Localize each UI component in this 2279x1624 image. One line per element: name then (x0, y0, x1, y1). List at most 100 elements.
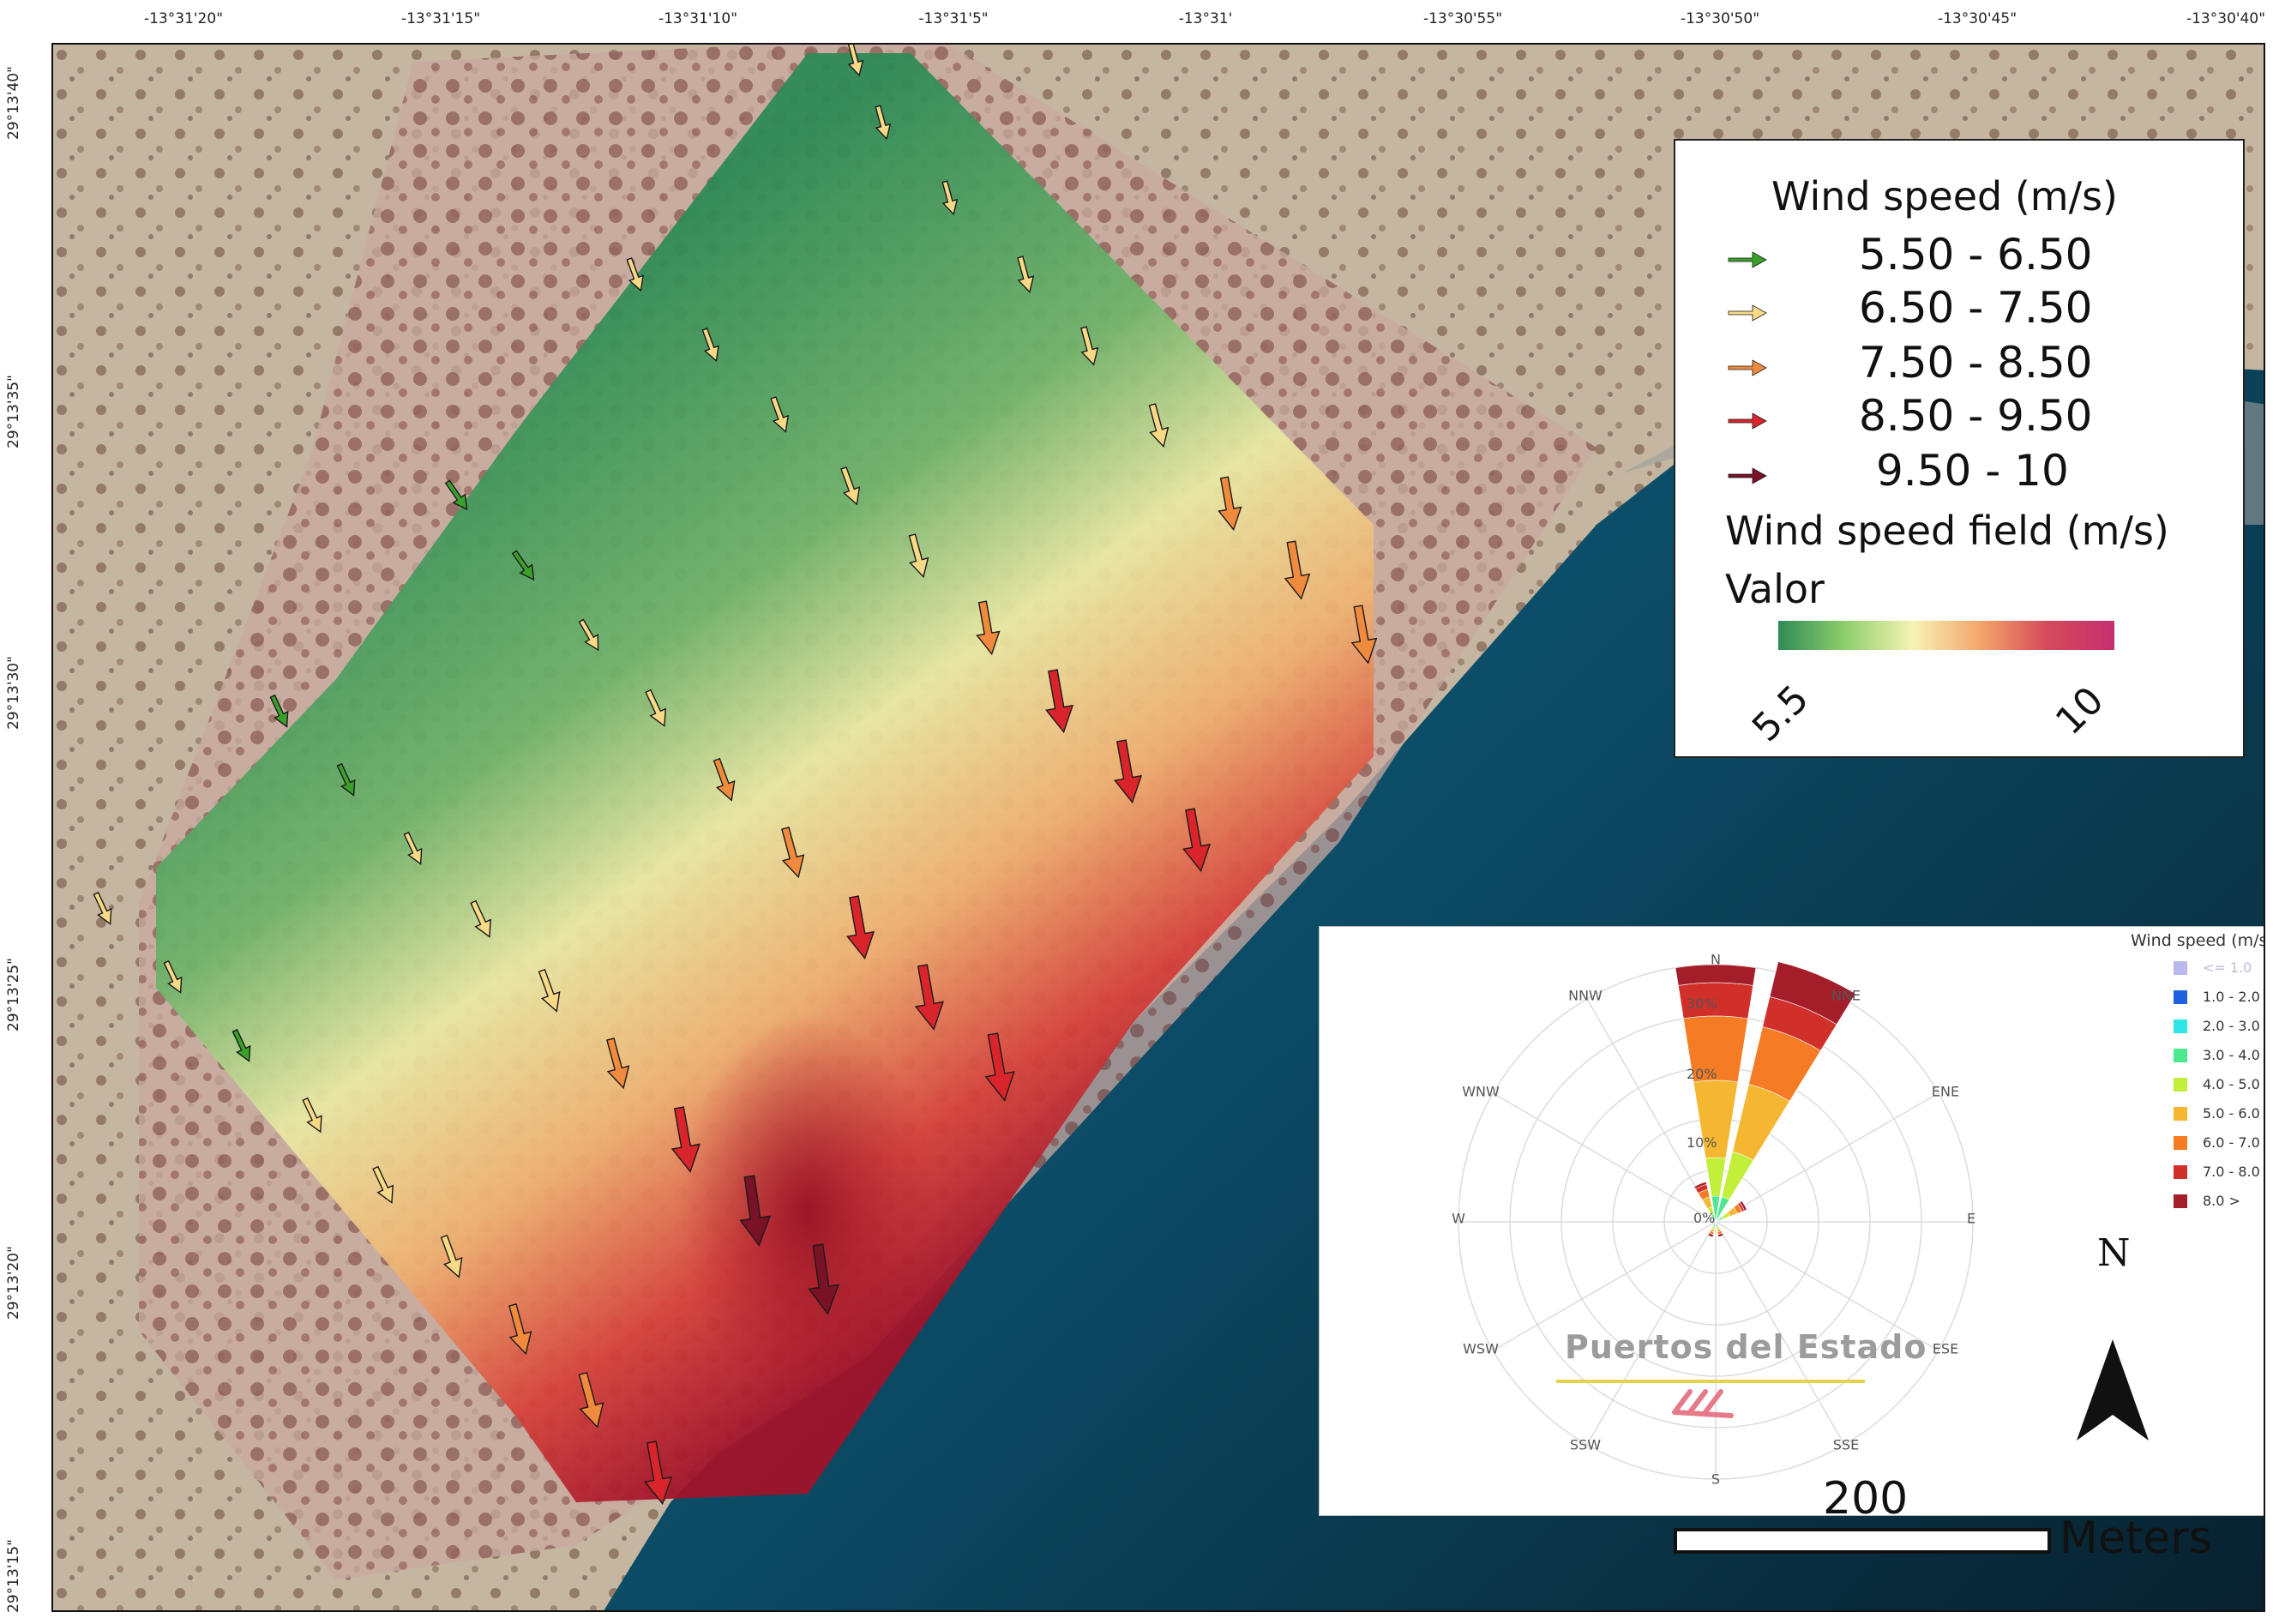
wind-arrow (781, 827, 805, 879)
rose-pct-label: 20% (1687, 1066, 1717, 1082)
wind-arrow (908, 533, 929, 579)
rose-legend-swatch (2174, 990, 2187, 1004)
wind-arrow (739, 1175, 772, 1247)
watermark-line (1556, 1380, 1865, 1383)
wind-arrow (1017, 256, 1035, 293)
ramp-min-label: 5.5 (1743, 677, 1818, 750)
legend-range: 9.50 - 10 (1876, 446, 2069, 496)
rose-dir-label: S (1711, 1471, 1721, 1488)
legend-arrow-red-icon (1728, 412, 1767, 430)
rose-legend-label: 3.0 - 4.0 (2203, 1047, 2260, 1063)
wind-arrow (770, 396, 790, 433)
rose-legend-swatch (2174, 1078, 2187, 1092)
rose-legend-label: 6.0 - 7.0 (2203, 1134, 2260, 1151)
legend-arrow-yellow-icon (1728, 304, 1767, 322)
lon-label: -13°31' (1178, 10, 1233, 27)
rose-dir-label: NNE (1831, 987, 1861, 1004)
scale-unit: Meters (2060, 1513, 2212, 1564)
wind-arrow (976, 600, 1001, 656)
wind-arrow (1114, 739, 1143, 804)
watermark-text: Puertos del Estado (1565, 1328, 1927, 1366)
rose-dir-label: ENE (1931, 1083, 1960, 1100)
wind-arrow (578, 618, 599, 652)
value-label: Valor (1725, 566, 1825, 612)
scale-bar (1674, 1528, 2051, 1554)
legend-range: 5.50 - 6.50 (1859, 230, 2093, 280)
rose-spoke (1492, 1092, 1717, 1223)
color-ramp (1778, 621, 2114, 650)
lon-label: -13°30'50" (1680, 10, 1760, 27)
lon-label: -13°30'40" (2186, 10, 2266, 27)
rose-petal-segment (1769, 961, 1856, 1026)
wind-arrow (511, 550, 535, 581)
map-frame[interactable]: Wind speed (m/s) 5.50 - 6.50 6.50 - 7.50… (51, 43, 2265, 1612)
rose-dir-label: WSW (1463, 1340, 1499, 1357)
lon-label: -13°31'10" (658, 10, 738, 27)
rose-spoke (1715, 1092, 1939, 1223)
north-label: N (2097, 1231, 2131, 1275)
rose-legend-label: 2.0 - 3.0 (2203, 1018, 2260, 1034)
lat-label: 29°13'15" (5, 1539, 22, 1613)
rose-petal-segment (1721, 1151, 1754, 1200)
lon-label: -13°30'55" (1422, 10, 1503, 27)
watermark-logo-icon (1672, 1389, 1734, 1418)
rose-petal-segment (1693, 1181, 1707, 1190)
rose-petal-segment (1707, 1232, 1714, 1238)
lat-label: 29°13'20" (5, 1246, 22, 1320)
max-speed-zone (679, 1013, 936, 1408)
wind-arrow (232, 1028, 251, 1062)
wind-arrow (538, 968, 561, 1013)
lat-label: 29°13'25" (5, 958, 22, 1032)
wind-arrow (470, 899, 491, 938)
lat-label: 29°13'30" (5, 656, 22, 730)
wind-arrow (508, 1303, 532, 1356)
lon-label: -13°30'45" (1937, 10, 2017, 27)
rose-legend-label: 7.0 - 8.0 (2203, 1164, 2260, 1180)
legend-range: 7.50 - 8.50 (1859, 338, 2093, 388)
rose-legend-label: 1.0 - 2.0 (2203, 989, 2260, 1005)
rose-legend-swatch (2174, 1107, 2187, 1121)
wind-arrow (644, 1441, 673, 1506)
wind-arrow (403, 831, 423, 865)
rose-pct-label: 10% (1687, 1134, 1717, 1151)
wind-arrow (1218, 476, 1242, 532)
wind-arrow (840, 466, 861, 506)
rose-pct-label: 0% (1693, 1210, 1716, 1226)
rose-legend-title: Wind speed (m/s) (2131, 931, 2265, 950)
legend-arrow-darkred-icon (1728, 467, 1767, 484)
legend-arrow-green-icon (1728, 251, 1767, 268)
wind-arrow (645, 689, 666, 727)
rose-pct-label: 30% (1687, 995, 1717, 1012)
wind-speed-field (156, 53, 1374, 1502)
wind-arrow (269, 694, 289, 728)
rose-dir-label: SSE (1832, 1436, 1860, 1453)
rose-legend-label: 5.0 - 6.0 (2203, 1105, 2260, 1122)
wind-rose-panel: N NNE ENE E ESE SSE S SSW WSW W WNW NNW … (1319, 926, 2265, 1516)
rose-legend-label: <= 1.0 (2203, 959, 2252, 976)
field-title: Wind speed field (m/s) (1725, 508, 2169, 554)
rose-spoke (1586, 1221, 1717, 1446)
wind-arrow (670, 1106, 701, 1173)
lat-label: 29°13'35" (5, 375, 22, 448)
rose-legend-swatch (2174, 1194, 2187, 1208)
lon-label: -13°31'15" (400, 10, 481, 27)
wind-arrow (606, 1038, 630, 1090)
rose-legend-swatch (2174, 961, 2187, 975)
rose-dir-label: N (1711, 951, 1721, 968)
wind-arrow (372, 1165, 394, 1204)
wind-arrow (701, 328, 719, 363)
wind-arrow (1182, 808, 1212, 873)
wind-arrows (93, 45, 1378, 1506)
wind-rose-chart (1458, 961, 1974, 1480)
legend-arrow-orange-icon (1728, 359, 1767, 376)
wind-arrow (1045, 669, 1074, 734)
rose-legend-swatch (2174, 1020, 2187, 1033)
wind-arrow (847, 45, 864, 77)
wind-arrow (444, 479, 468, 511)
ramp-max-label: 10 (2047, 678, 2113, 743)
rose-legend-label: 8.0 > (2203, 1193, 2240, 1209)
lon-label: -13°31'5" (918, 10, 989, 27)
wind-arrow (941, 180, 959, 216)
rose-dir-label: WNW (1462, 1083, 1500, 1100)
wind-arrow (984, 1032, 1015, 1102)
